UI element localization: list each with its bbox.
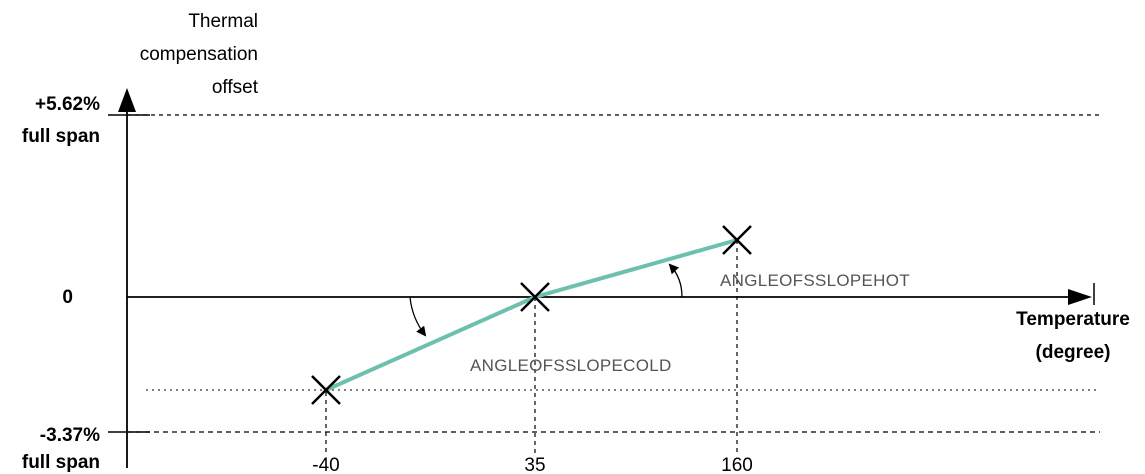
- y-axis-arrowhead: [118, 88, 136, 112]
- point-marker-160: [722, 225, 752, 255]
- y-bottom-value-label: -3.37%: [40, 425, 100, 446]
- cold-slope-annotation: ANGLEOFSSLOPECOLD: [470, 356, 672, 375]
- y-axis-title-line-2: compensation: [140, 44, 258, 65]
- x-axis-title-line-1: Temperature: [1016, 309, 1130, 330]
- y-zero-label: 0: [62, 287, 73, 308]
- x-axis-title-line-2: (degree): [1036, 342, 1111, 363]
- point-marker-minus40: [311, 375, 341, 405]
- x-tick-160: 160: [721, 455, 753, 474]
- hot-slope-annotation: ANGLEOFSSLOPEHOT: [720, 271, 910, 290]
- x-tick-minus40: -40: [312, 455, 339, 474]
- y-axis-title-line-1: Thermal: [188, 11, 258, 32]
- x-axis-arrowhead: [1068, 289, 1092, 305]
- cold-angle-arc: [409, 296, 427, 337]
- y-top-unit-label: full span: [22, 126, 100, 147]
- point-marker-35: [520, 282, 550, 312]
- y-axis-title-line-3: offset: [212, 77, 259, 98]
- x-tick-35: 35: [524, 455, 545, 474]
- y-bottom-unit-label: full span: [22, 452, 100, 473]
- hot-angle-arc: [668, 263, 683, 298]
- y-top-value-label: +5.62%: [35, 94, 100, 115]
